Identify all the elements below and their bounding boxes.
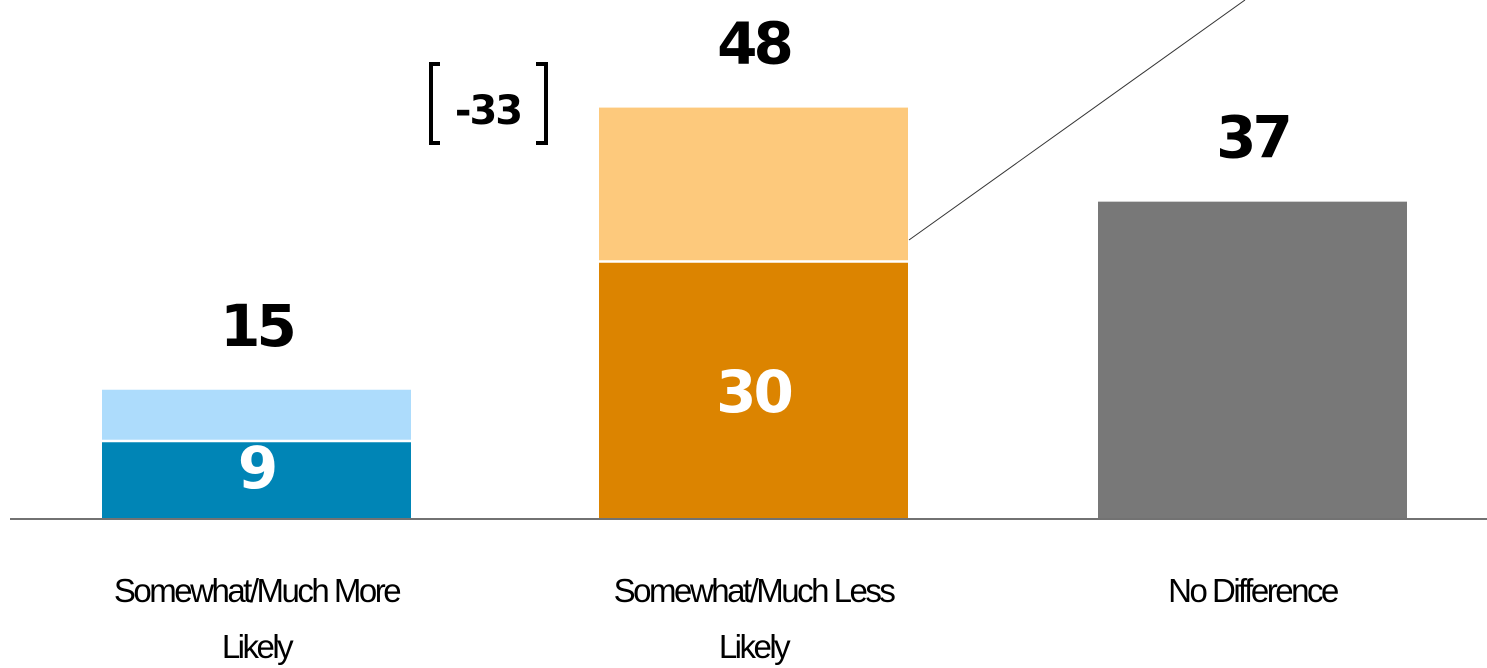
difference-annotation: -33 [429,62,548,145]
bar-less-lower [599,261,908,518]
difference-label: -33 [455,88,521,134]
bar-more-inner-label: 9 [238,434,275,502]
bar-more-upper [102,389,411,442]
category-label-less: Likely [719,628,791,665]
callout-line [908,0,1246,241]
category-label-no-difference: No Difference [1168,572,1338,609]
left-bracket-icon [429,62,440,145]
bar-less-upper [599,107,908,262]
right-bracket-icon [536,62,548,145]
bar-more-lower [102,441,411,518]
bar-no-difference-total-label: 37 [1216,104,1289,172]
bar-less-total-label: 48 [717,10,790,78]
bars-group [102,107,1407,518]
bar-no-difference [1098,201,1407,518]
bar-less-inner-label: 30 [716,358,791,426]
category-label-more: Likely [222,628,294,665]
category-label-more: Somewhat/Much More [114,572,400,609]
category-label-less: Somewhat/Much Less [614,572,896,609]
bar-more-total-label: 15 [220,292,293,360]
labels-group: 9 15 Somewhat/Much More Likely 30 48 Somewhat/… [114,10,1341,665]
